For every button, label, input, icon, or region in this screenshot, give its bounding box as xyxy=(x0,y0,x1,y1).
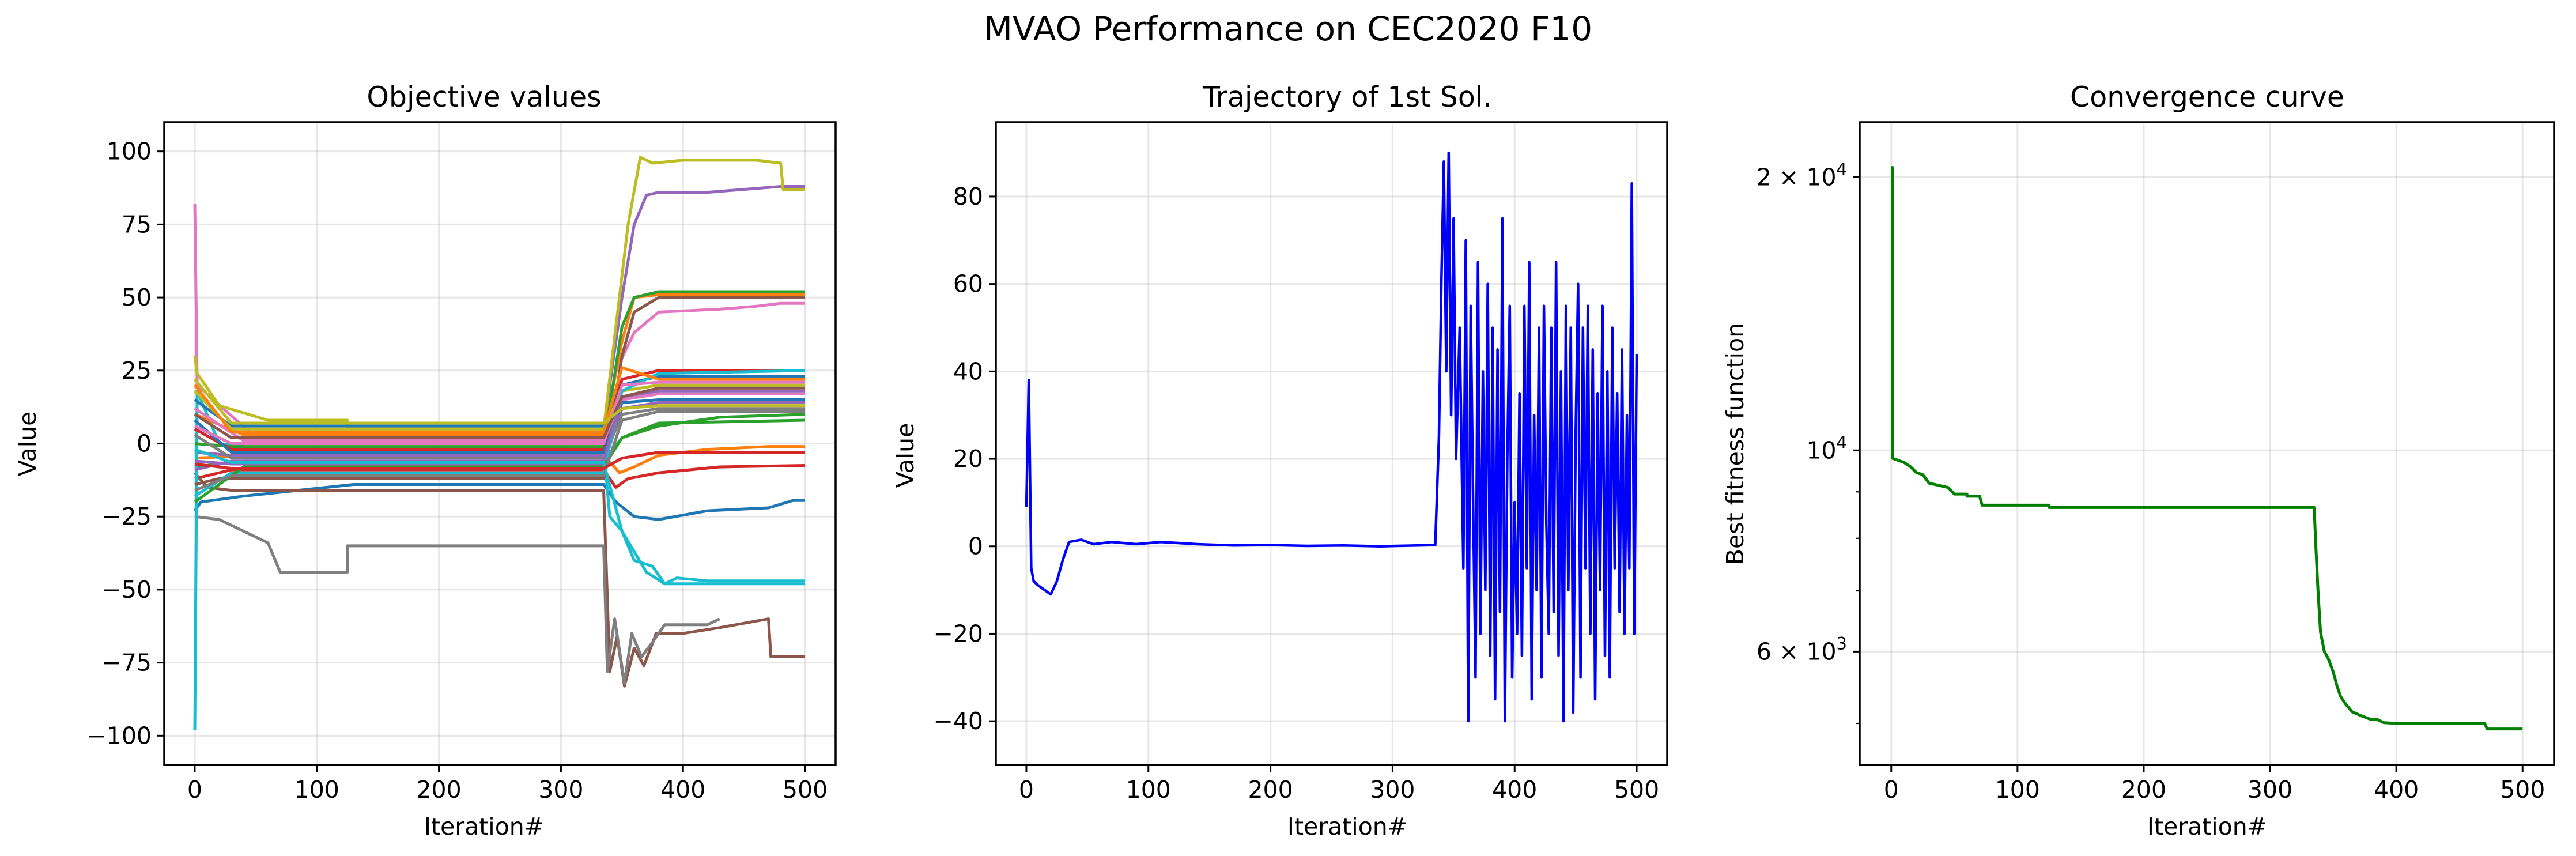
series-line xyxy=(194,293,805,436)
series-line xyxy=(1891,166,2523,731)
y-tick-label: −25 xyxy=(101,503,152,530)
ticks: 0 100 200 300 400 500 2 × 104 104 6 × 103 xyxy=(1757,160,2545,804)
series-line xyxy=(193,156,805,431)
y-tick-label: 2 × 104 xyxy=(1757,160,1847,191)
trajectory-panel: Trajectory of 1st Sol. 0 100 200 300 400 500−… xyxy=(892,81,1668,840)
x-tick-label: 500 xyxy=(1614,776,1659,804)
y-tick-label: 25 xyxy=(122,357,152,384)
series-line xyxy=(194,378,805,425)
x-tick-label: 400 xyxy=(1492,776,1537,804)
series-line xyxy=(194,366,805,433)
series-line xyxy=(193,483,805,521)
y-axis-label: Value xyxy=(892,423,919,488)
x-tick-label: 500 xyxy=(2500,776,2545,804)
x-axis-label: Iteration# xyxy=(2147,813,2267,840)
y-tick-label: 104 xyxy=(1806,432,1847,464)
series-line xyxy=(194,296,805,486)
x-tick-label: 0 xyxy=(1884,776,1899,804)
x-tick-label: 100 xyxy=(1995,776,2040,804)
ticks: 0 100 200 300 400 500 −40 −20 0 20 40 60 80 xyxy=(933,183,1659,804)
axes-frame xyxy=(995,121,1668,766)
y-tick-label: 0 xyxy=(137,430,152,458)
plot-area xyxy=(193,156,806,730)
x-tick-label: 200 xyxy=(416,776,461,804)
series-line xyxy=(1025,151,1638,723)
series-line xyxy=(194,451,805,470)
x-tick-label: 100 xyxy=(1126,776,1171,804)
y-tick-label: 50 xyxy=(122,284,152,311)
x-tick-label: 300 xyxy=(1370,776,1415,804)
grid xyxy=(1860,122,2554,765)
y-tick-label: 80 xyxy=(953,183,983,210)
x-axis-label: Iteration# xyxy=(1287,813,1407,840)
y-tick-label: −40 xyxy=(933,707,983,735)
series-line xyxy=(194,472,805,688)
convergence-panel: Convergence curve 0 100 200 300 400 500 2 × 10… xyxy=(1721,81,2555,840)
x-tick-label: 500 xyxy=(783,776,828,804)
y-tick-label: 100 xyxy=(107,138,152,165)
x-tick-label: 300 xyxy=(2248,776,2292,804)
y-tick-label: −20 xyxy=(933,620,983,647)
y-tick-label: −75 xyxy=(101,649,152,677)
x-tick-label: 0 xyxy=(1019,776,1034,804)
figure-title: MVAO Performance on CEC2020 F10 xyxy=(984,9,1592,48)
x-axis-label: Iteration# xyxy=(424,813,544,840)
y-tick-label: 60 xyxy=(953,270,983,298)
y-axis-label: Best fitness function xyxy=(1721,323,1749,565)
panel-title: Objective values xyxy=(367,81,601,114)
x-tick-label: 400 xyxy=(2374,776,2419,804)
series-line xyxy=(194,410,805,492)
x-tick-label: 100 xyxy=(294,776,339,804)
plot-area xyxy=(1891,166,2523,731)
panel-title: Convergence curve xyxy=(2070,81,2344,114)
ticks: 0 100 200 300 400 500 −100 −75 −50 −25 0 25 50 75 100 xyxy=(86,138,828,804)
y-tick-label: 0 xyxy=(968,533,983,560)
series-line xyxy=(194,515,720,685)
series-line xyxy=(194,185,805,457)
x-tick-label: 400 xyxy=(660,776,705,804)
y-tick-label: 75 xyxy=(122,210,152,238)
series-line xyxy=(194,290,805,448)
y-tick-label: −100 xyxy=(86,722,152,749)
x-tick-label: 0 xyxy=(187,776,202,804)
y-axis-label: Value xyxy=(14,412,41,477)
objective-values-panel: Objective values 0 100 200 300 400 500−100−75… xyxy=(14,81,837,840)
x-tick-label: 300 xyxy=(538,776,583,804)
axes-frame xyxy=(1859,121,2555,766)
plot-area xyxy=(1025,151,1638,723)
panel-title: Trajectory of 1st Sol. xyxy=(1202,81,1492,114)
y-tick-label: 20 xyxy=(953,445,983,473)
series-line xyxy=(194,448,805,586)
y-tick-label: 6 × 103 xyxy=(1757,633,1847,665)
x-tick-label: 200 xyxy=(2121,776,2166,804)
y-tick-label: −50 xyxy=(101,576,152,604)
series-line xyxy=(194,389,805,472)
y-tick-label: 40 xyxy=(953,357,983,385)
x-tick-label: 200 xyxy=(1248,776,1293,804)
